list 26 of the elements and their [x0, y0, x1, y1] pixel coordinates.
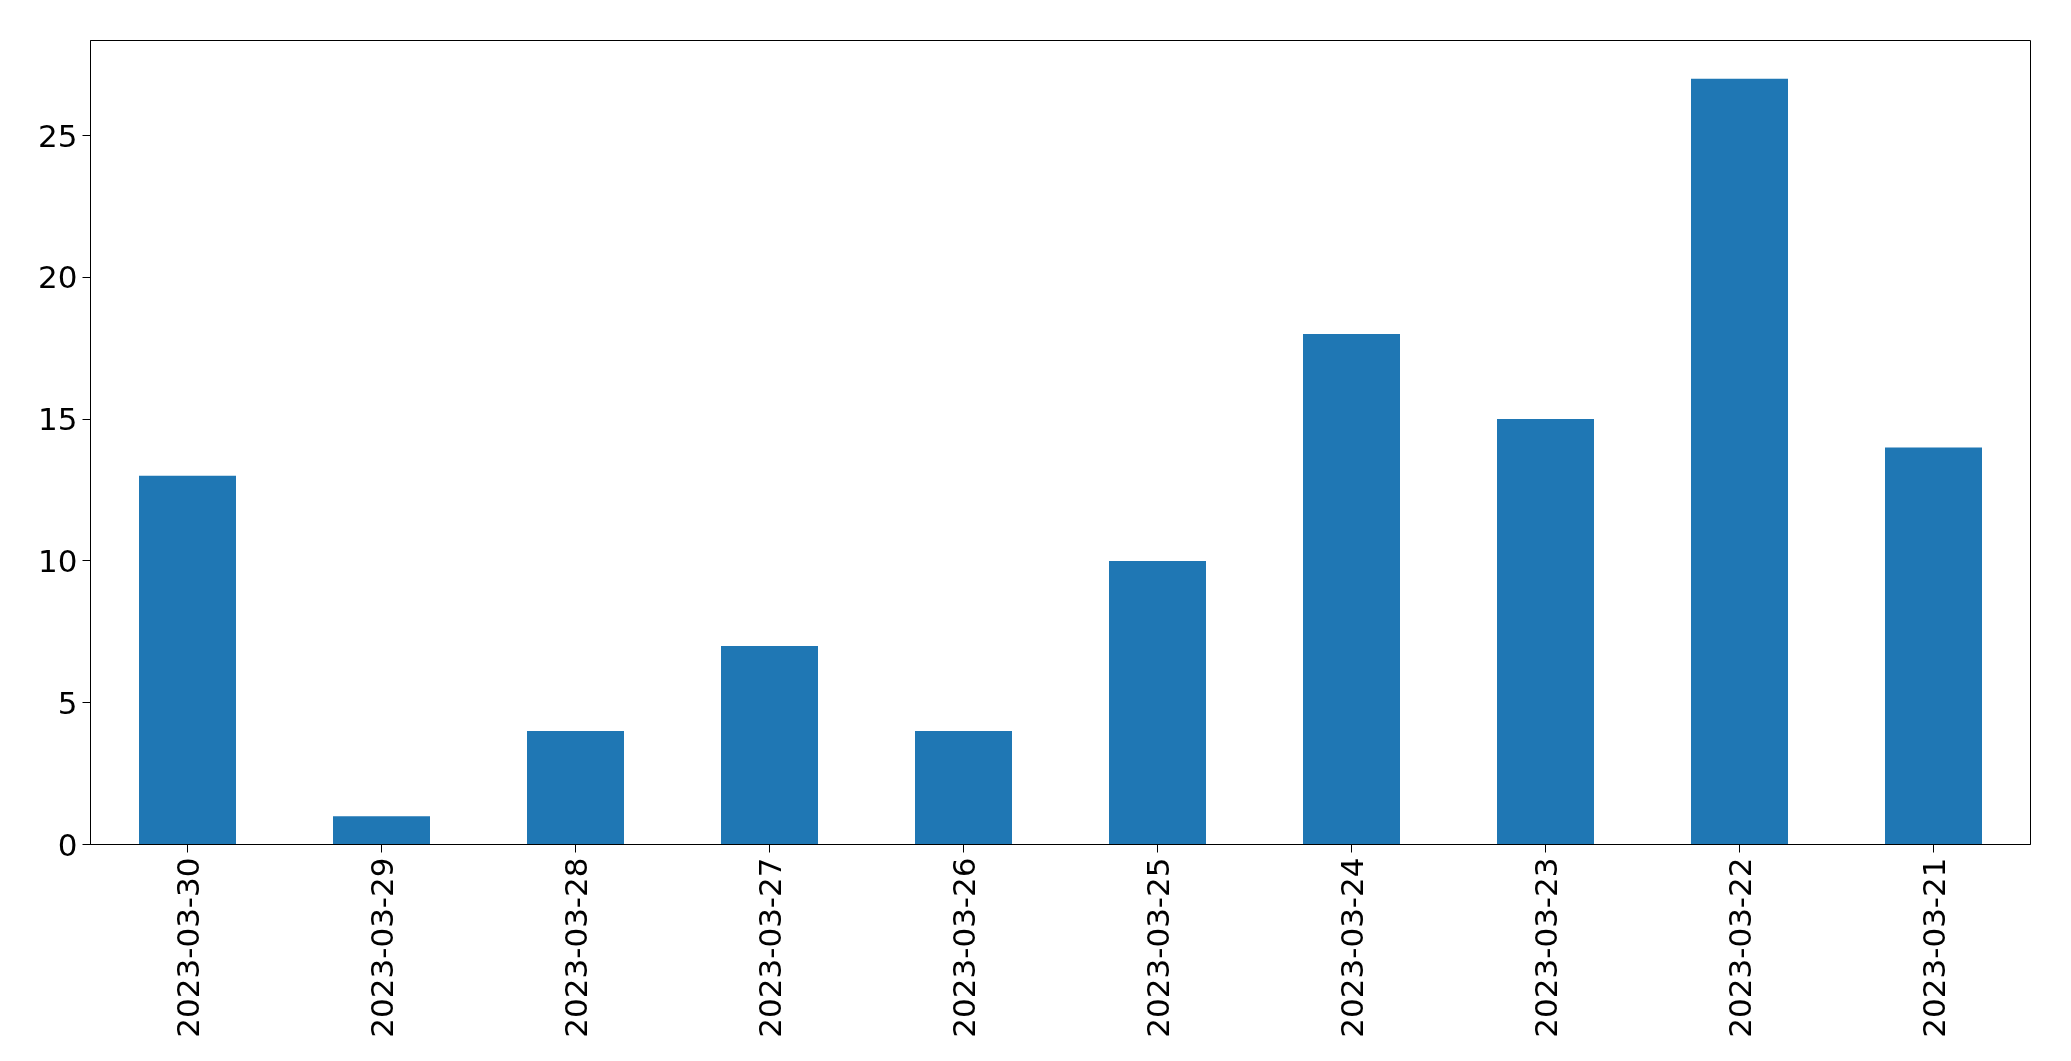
y-tick-label: 25: [38, 117, 78, 154]
bar: [1885, 447, 1982, 845]
x-tick-label: 2023-03-23: [1527, 857, 1564, 1038]
bar: [1109, 560, 1206, 845]
bar: [527, 731, 624, 845]
bar: [333, 816, 430, 845]
bar: [1303, 334, 1400, 845]
y-tick-label: 5: [57, 684, 78, 721]
bar: [721, 645, 818, 845]
x-tick-label: 2023-03-24: [1333, 857, 1370, 1038]
bar: [915, 731, 1012, 845]
x-tick-label: 2023-03-27: [751, 857, 788, 1038]
y-tick-label: 20: [38, 259, 78, 296]
bar: [139, 475, 236, 845]
x-tick-label: 2023-03-25: [1139, 857, 1176, 1038]
bar: [1497, 419, 1594, 845]
x-tick-label: 2023-03-29: [363, 857, 400, 1038]
x-tick-label: 2023-03-30: [169, 857, 206, 1038]
x-tick-label: 2023-03-26: [945, 857, 982, 1038]
y-tick-label: 10: [38, 542, 78, 579]
y-tick-label: 15: [38, 401, 78, 438]
y-tick-label: 0: [57, 826, 78, 863]
bar: [1691, 78, 1788, 845]
x-tick-label: 2023-03-28: [557, 857, 594, 1038]
x-tick-label: 2023-03-21: [1915, 857, 1952, 1038]
x-tick-label: 2023-03-22: [1721, 857, 1758, 1038]
